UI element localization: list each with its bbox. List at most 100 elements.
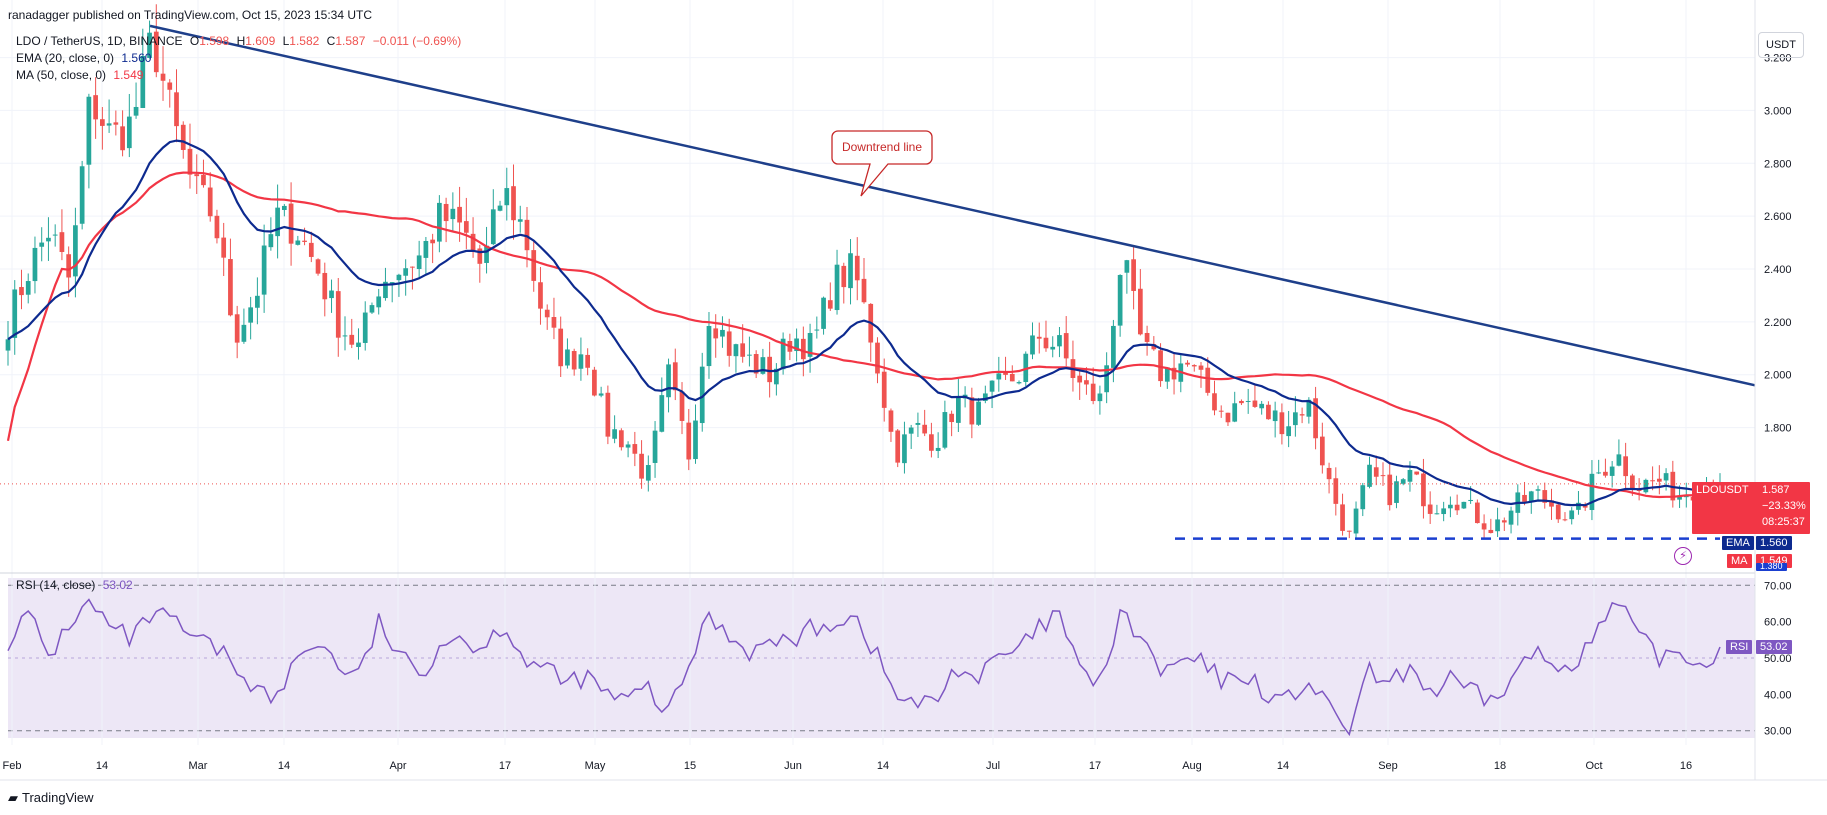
candle-body bbox=[1299, 414, 1305, 416]
support-price-badge: 1.380 bbox=[1756, 563, 1787, 571]
rsi-tick-label: 70.00 bbox=[1764, 580, 1792, 592]
candle-body bbox=[113, 122, 119, 125]
candle-body bbox=[672, 362, 678, 391]
candle-body bbox=[315, 259, 321, 274]
ema-legend-value: 1.560 bbox=[121, 51, 152, 65]
price-axis[interactable]: 1.800 2.000 2.200 2.400 2.600 2.800 3.000 3.200 bbox=[1764, 53, 1792, 435]
candle-body bbox=[147, 32, 152, 58]
ema-legend-label: EMA (20, close, 0) bbox=[16, 51, 115, 65]
candle-body bbox=[888, 410, 894, 432]
candle-body bbox=[1488, 529, 1494, 533]
last-price: 1.587 bbox=[1762, 484, 1790, 496]
candle-body bbox=[571, 351, 577, 370]
candle-body bbox=[194, 174, 200, 177]
candle-body bbox=[1387, 474, 1393, 506]
candle-body bbox=[376, 296, 382, 308]
price-tick-label: 2.800 bbox=[1764, 158, 1792, 170]
candle-body bbox=[221, 237, 227, 258]
annotation-downtrend[interactable]: Downtrend line bbox=[831, 130, 933, 197]
candle-body bbox=[416, 255, 422, 269]
candle-body bbox=[1346, 530, 1352, 532]
ma-50-line bbox=[6, 171, 1721, 499]
ema-price-badge: 1.560 bbox=[1756, 536, 1792, 550]
candle-body bbox=[1461, 501, 1467, 509]
candle-body bbox=[733, 344, 739, 357]
candle-body bbox=[1596, 472, 1602, 474]
candle-body bbox=[969, 397, 975, 425]
time-tick-label: Jul bbox=[986, 760, 1000, 772]
candle-body bbox=[875, 342, 880, 374]
candle-body bbox=[1057, 335, 1062, 347]
candle-body bbox=[25, 281, 31, 295]
candle-body bbox=[625, 444, 631, 448]
candle-body bbox=[32, 247, 38, 282]
candle-body bbox=[929, 434, 934, 451]
candle-body bbox=[322, 272, 328, 300]
candle-body bbox=[66, 254, 72, 278]
candle-body bbox=[1650, 480, 1655, 482]
candle-body bbox=[538, 282, 543, 309]
candle-body bbox=[645, 465, 651, 481]
countdown: 08:25:37 bbox=[1762, 516, 1805, 528]
trendline-layer[interactable] bbox=[149, 24, 1756, 540]
time-tick-label: Feb bbox=[3, 760, 22, 772]
candle-body bbox=[1468, 499, 1473, 502]
candle-body bbox=[1279, 412, 1285, 435]
candle-body bbox=[1191, 365, 1197, 367]
candle-body bbox=[1050, 346, 1056, 350]
rsi-legend[interactable]: RSI (14, close) 53.02 bbox=[16, 578, 137, 592]
candle-body bbox=[497, 205, 503, 211]
publish-info: ranadagger published on TradingView.com,… bbox=[8, 8, 373, 22]
candle-body bbox=[335, 291, 341, 338]
candle-body bbox=[1326, 467, 1332, 480]
candle-body bbox=[100, 119, 105, 126]
candle-body bbox=[679, 391, 685, 421]
time-axis[interactable]: Feb 14 Mar 14 Apr 17 May 15 Jun 14 Jul 17 Aug 14 Sep 18… bbox=[3, 760, 1693, 772]
candle-body bbox=[1293, 412, 1298, 426]
candle-body bbox=[767, 356, 772, 383]
time-tick-label: 14 bbox=[96, 760, 108, 772]
candle-body bbox=[1656, 478, 1662, 482]
ma-legend[interactable]: MA (50, close, 0) 1.549 bbox=[16, 68, 147, 82]
candle-body bbox=[1218, 410, 1224, 412]
candle-body bbox=[902, 434, 907, 464]
candle-body bbox=[1111, 325, 1116, 368]
candle-body bbox=[1030, 335, 1035, 355]
lightning-icon[interactable]: ⚡ bbox=[1674, 547, 1692, 565]
candle-body bbox=[1508, 510, 1514, 525]
candle-body bbox=[1259, 403, 1265, 409]
candle-body bbox=[349, 334, 355, 345]
rsi-tick-label: 60.00 bbox=[1764, 617, 1792, 629]
candle-body bbox=[753, 354, 759, 374]
currency-button[interactable]: USDT bbox=[1758, 32, 1804, 58]
rsi-tick-label: 30.00 bbox=[1764, 726, 1792, 738]
candle-body bbox=[605, 392, 611, 437]
price-pane[interactable] bbox=[0, 0, 1755, 570]
symbol-title[interactable]: LDO / TetherUS, 1D, BINANCE bbox=[16, 34, 183, 48]
candle-body bbox=[73, 225, 78, 277]
ema-legend[interactable]: EMA (20, close, 0) 1.560 bbox=[16, 51, 155, 65]
candle-body bbox=[935, 447, 941, 451]
candle-body bbox=[639, 453, 644, 479]
price-tick-label: 3.200 bbox=[1764, 53, 1792, 65]
candle-body bbox=[261, 245, 267, 295]
price-tick-label: 2.600 bbox=[1764, 211, 1792, 223]
close-value: 1.587 bbox=[335, 34, 366, 48]
rsi-tick-label: 40.00 bbox=[1764, 689, 1792, 701]
candle-body bbox=[19, 287, 24, 296]
candle-body bbox=[861, 278, 867, 303]
tradingview-logo[interactable]: ▰ TradingView bbox=[8, 790, 94, 806]
candle-body bbox=[329, 290, 334, 299]
candle-body bbox=[1360, 485, 1366, 510]
candle-body bbox=[1286, 426, 1291, 437]
ma-legend-value: 1.549 bbox=[113, 68, 144, 82]
candle-body bbox=[1063, 333, 1069, 359]
rsi-axis[interactable]: 30.00 40.00 50.00 60.00 70.00 bbox=[1764, 580, 1792, 737]
candle-body bbox=[268, 234, 274, 248]
price-tick-label: 1.800 bbox=[1764, 423, 1792, 435]
candle-body bbox=[423, 240, 429, 258]
candle-body bbox=[956, 396, 961, 423]
ohlc-legend: LDO / TetherUS, 1D, BINANCE O1.598 H1.60… bbox=[16, 34, 465, 48]
candle-body bbox=[1003, 372, 1008, 375]
